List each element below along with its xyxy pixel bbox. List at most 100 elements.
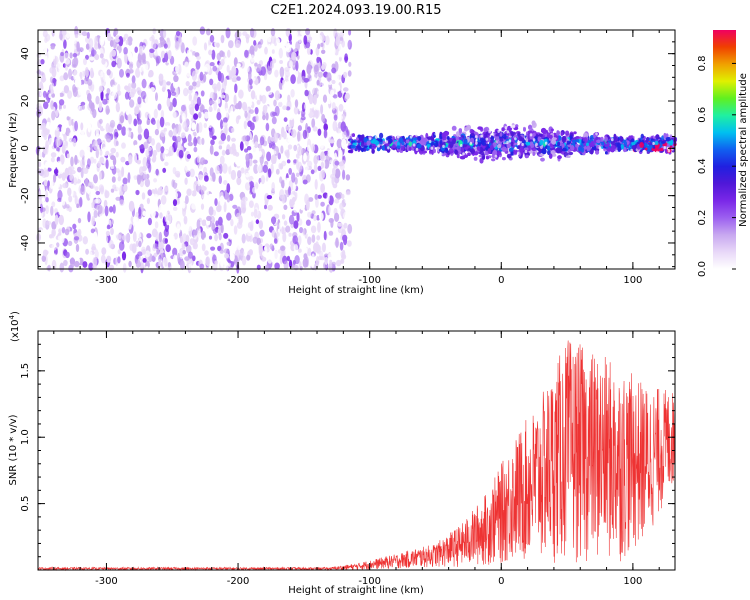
spectrogram-cell [255, 256, 259, 266]
spectrogram-cell [461, 147, 465, 152]
spectrogram-cell [294, 115, 299, 124]
spectrogram-cell [351, 133, 355, 138]
spectrogram-cell [74, 154, 78, 166]
spectrogram-cell [329, 139, 335, 144]
spectrogram-cell [159, 212, 163, 219]
spectrogram-cell [151, 208, 156, 219]
spectrogram-cell [71, 63, 77, 68]
spectrogram-cell [142, 258, 147, 263]
spectrogram-cell [77, 166, 82, 173]
spectrogram-cell [122, 235, 126, 241]
spectrogram-cell [294, 255, 300, 265]
spectrogram-cell [215, 35, 220, 43]
spectrogram-cell [95, 198, 101, 204]
spectrogram-cell [236, 177, 242, 186]
spectrogram-cell [187, 141, 193, 147]
spectrogram-cell [218, 163, 223, 174]
spectrogram-cell [341, 40, 346, 48]
spectrogram-cell [210, 246, 216, 251]
spectrogram-cell [275, 168, 280, 175]
spectrogram-cell [44, 250, 49, 255]
spectrogram-cell [308, 36, 313, 41]
spectrogram-cell [176, 173, 181, 178]
spectrogram-cell [293, 220, 299, 229]
spectrogram-cell [449, 147, 454, 154]
spectrogram-cell [570, 145, 575, 151]
spectrogram-cell [184, 177, 188, 185]
spectrogram-cell [324, 35, 330, 46]
spectrogram-cell [43, 44, 48, 55]
spectrogram-cell [267, 37, 272, 43]
spectrogram-cell [242, 31, 248, 36]
spectrogram-cell [304, 103, 309, 110]
spectrogram-cell [231, 127, 235, 133]
spectrogram-cell [222, 121, 228, 128]
spectrogram-cell [203, 122, 207, 129]
spectrogram-cell [523, 126, 526, 132]
spectrogram-cell [318, 212, 324, 221]
spectrogram-cell [167, 262, 171, 268]
spectrogram-cell [40, 89, 44, 99]
spectrogram-cell [41, 122, 47, 130]
spectrogram-cell [128, 63, 134, 70]
spectrogram-cell [137, 127, 143, 133]
spectrogram-cell [610, 140, 616, 145]
spectrogram-cell [164, 238, 168, 244]
spectrogram-cell [317, 128, 322, 136]
spectrogram-cell [199, 37, 204, 44]
spectrogram-cell [138, 240, 142, 248]
spectrogram-cell [121, 166, 125, 177]
spectrogram-cell [376, 147, 381, 152]
spectrogram-cell [151, 228, 158, 238]
spectrogram-cell [214, 233, 219, 242]
spectrogram-cell [239, 141, 244, 151]
spectrogram-cell [145, 236, 149, 245]
spectrogram-cell [315, 256, 320, 267]
spectrogram-cell [109, 40, 114, 47]
spectrogram-cell [338, 115, 343, 120]
spectrogram-cell [655, 134, 660, 140]
spectrogram-cell [67, 187, 72, 197]
spectrogram-cell [209, 100, 215, 105]
spectrogram-cell [270, 154, 276, 165]
spectrogram-cell [219, 155, 225, 165]
spectrogram-cell [106, 69, 111, 76]
spectrogram-cell [222, 109, 227, 118]
spectrogram-cell [59, 75, 65, 82]
spectrogram-cell [178, 149, 184, 159]
spectrogram-cell [152, 58, 157, 70]
spectrogram-cell [127, 83, 132, 93]
spectrogram-cell [466, 124, 471, 131]
spectrogram-cell [305, 256, 309, 268]
spectrogram-cell [81, 31, 88, 37]
spectrogram-cells [35, 25, 678, 274]
spectrogram-cell [416, 143, 422, 149]
spectrogram-cell [88, 99, 93, 109]
spectrogram-cell [82, 236, 89, 245]
spectrogram-cell [94, 186, 99, 191]
spectrogram-cell [487, 148, 492, 154]
spectrogram-cell [63, 72, 69, 81]
spectrogram-cell [204, 82, 209, 94]
spectrogram-cell [227, 157, 231, 167]
spectrogram-cell [77, 210, 83, 215]
spectrogram-cell [123, 47, 128, 55]
spectrogram-cell [281, 194, 286, 204]
spectrogram-cell [639, 142, 644, 148]
spectrogram-cell [119, 115, 125, 124]
spectrogram-cell [200, 203, 205, 210]
spectrogram-cell [194, 94, 198, 100]
spectrogram-cell [595, 150, 600, 155]
spectrogram-cell [58, 209, 62, 216]
spectrogram-cell [338, 49, 344, 58]
spectrogram-cell [334, 198, 340, 204]
spectrogram-cell [241, 233, 246, 244]
spectrogram-cell [45, 197, 49, 203]
spectrogram-cell [327, 149, 333, 157]
spectrogram-cell [80, 84, 86, 95]
spectrogram-cell [295, 158, 299, 170]
spectrogram-cell [175, 64, 180, 74]
spectrogram-cell [132, 231, 137, 243]
spectrogram-cell [72, 209, 78, 214]
spectrogram-cell [121, 142, 126, 149]
